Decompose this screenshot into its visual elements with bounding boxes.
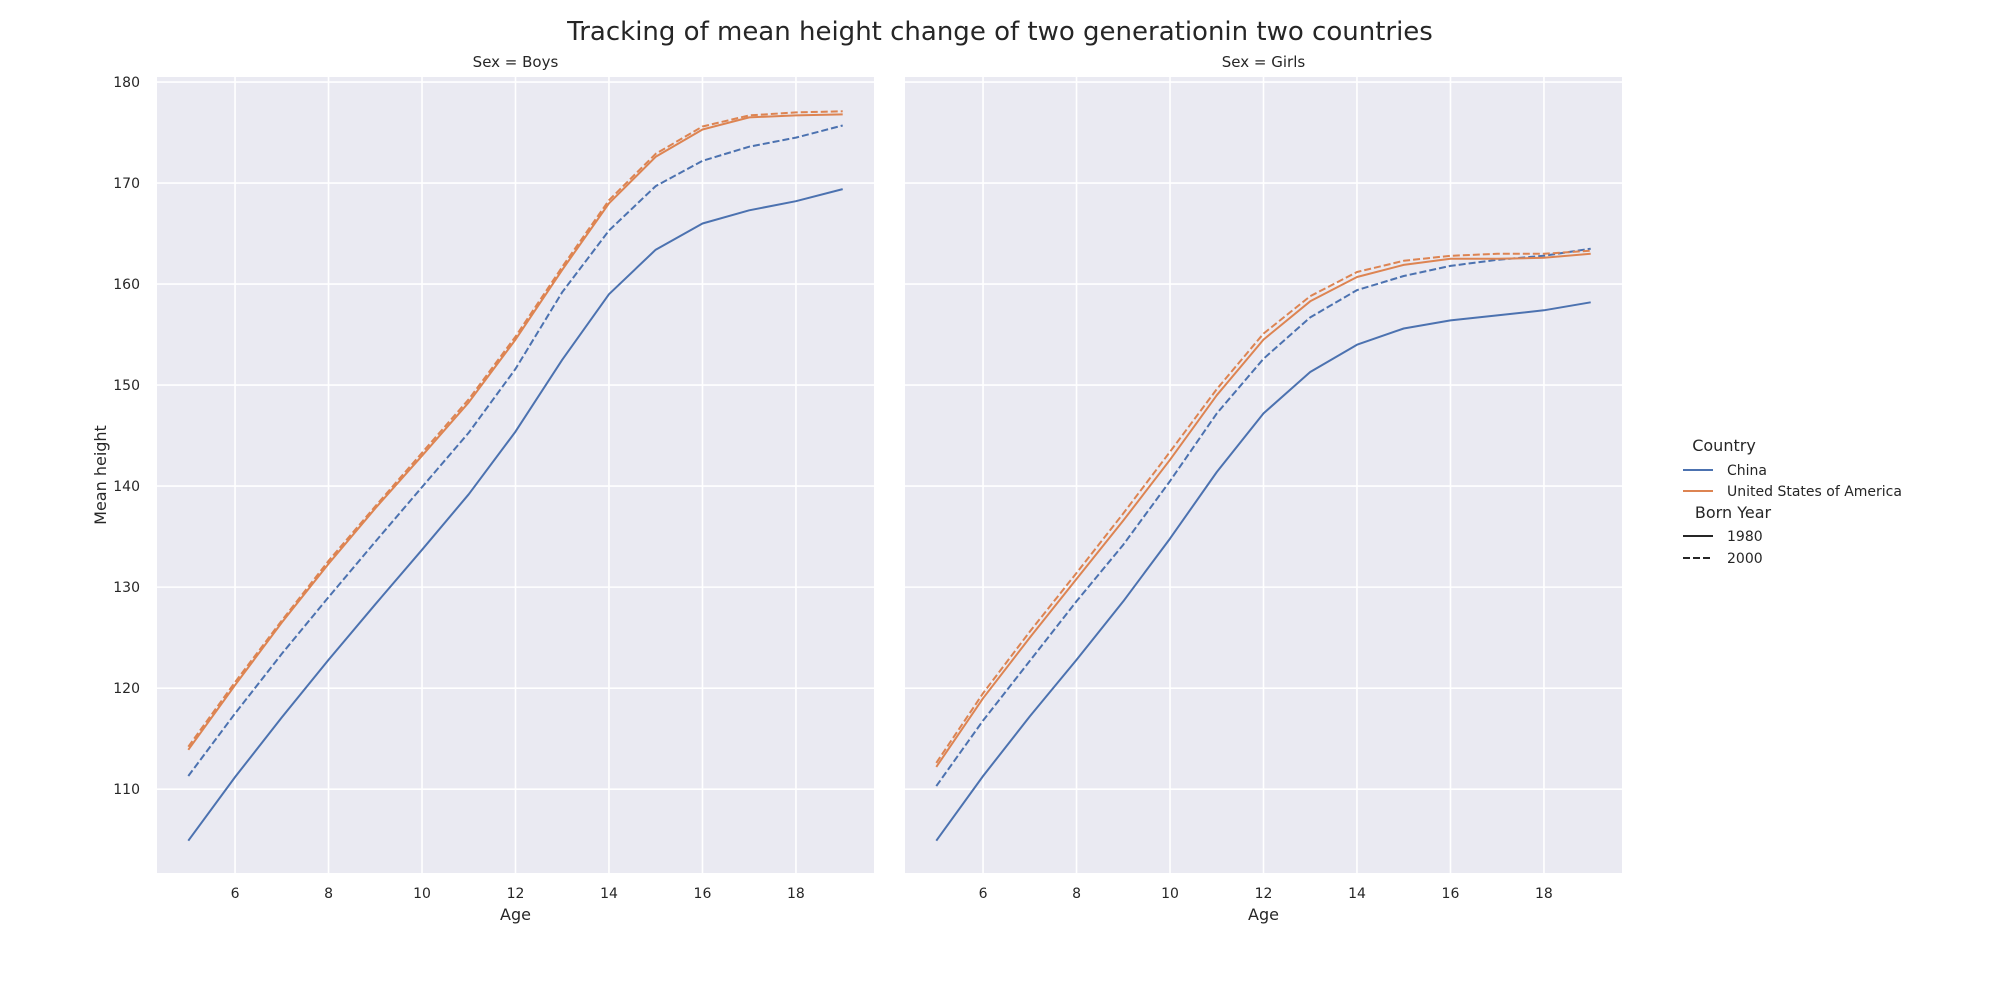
series-line-boys-usa-1980: [187, 113, 843, 751]
panel-girls-ticks: 6 8 10 12 14 16 18: [979, 886, 1553, 902]
x-tick-label: 16: [694, 886, 712, 902]
y-tick-label: 120: [113, 681, 140, 697]
series-line-girls-china-1980: [935, 301, 1591, 842]
x-tick-label: 12: [1255, 886, 1273, 902]
legend-country-title: Country: [1692, 436, 1756, 455]
panel-girls-title: Sex = Girls: [1222, 53, 1306, 71]
y-tick-label: 140: [113, 479, 140, 495]
x-tick-label: 8: [1072, 886, 1081, 902]
y-tick-label: 160: [113, 277, 140, 293]
y-tick-label: 110: [113, 782, 140, 798]
x-tick-label: 18: [1535, 886, 1553, 902]
panel-girls-series: [935, 247, 1591, 842]
y-tick-label: 180: [113, 75, 140, 91]
legend-1980-label: 1980: [1727, 529, 1763, 545]
x-tick-label: 8: [324, 886, 333, 902]
figure-title: Tracking of mean height change of two ge…: [566, 17, 1433, 47]
legend-2000-label: 2000: [1727, 551, 1763, 567]
panel-boys-ticks: 6 8 10 12 14 16 18 110 120 130 140 150 160 170 180: [113, 75, 805, 902]
series-line-girls-usa-2000: [935, 249, 1591, 764]
panel-boys: 6 8 10 12 14 16 18 110 120 130 140 150 160 170 180 Sex…: [91, 53, 874, 924]
series-line-boys-usa-2000: [187, 110, 843, 748]
panel-boys-x-axis-label: Age: [500, 905, 531, 924]
legend-china-label: China: [1727, 463, 1767, 479]
x-tick-label: 14: [1348, 886, 1366, 902]
panel-boys-series: [187, 110, 843, 842]
legend-usa-label: United States of America: [1727, 484, 1902, 500]
x-tick-label: 18: [787, 886, 805, 902]
x-tick-label: 12: [507, 886, 525, 902]
panel-boys-grid: [157, 77, 874, 873]
x-tick-label: 6: [231, 886, 240, 902]
series-line-boys-china-2000: [187, 124, 843, 777]
panel-girls-grid: [905, 77, 1622, 873]
legend-born-year-title: Born Year: [1695, 503, 1772, 522]
x-tick-label: 10: [413, 886, 431, 902]
panel-boys-title: Sex = Boys: [473, 53, 559, 71]
series-line-girls-china-2000: [935, 247, 1591, 787]
y-tick-label: 150: [113, 378, 140, 394]
x-tick-label: 10: [1161, 886, 1179, 902]
x-tick-label: 16: [1442, 886, 1460, 902]
y-axis-label: Mean height: [91, 425, 110, 525]
legend: Country China United States of America B…: [1683, 436, 1902, 567]
y-tick-label: 170: [113, 176, 140, 192]
series-line-girls-usa-1980: [935, 252, 1591, 768]
x-tick-label: 6: [979, 886, 988, 902]
y-tick-label: 130: [113, 580, 140, 596]
x-tick-label: 14: [600, 886, 618, 902]
series-line-boys-china-1980: [187, 188, 843, 842]
panel-girls: 6 8 10 12 14 16 18 Sex = Girls Age: [905, 53, 1622, 924]
panel-girls-x-axis-label: Age: [1248, 905, 1279, 924]
